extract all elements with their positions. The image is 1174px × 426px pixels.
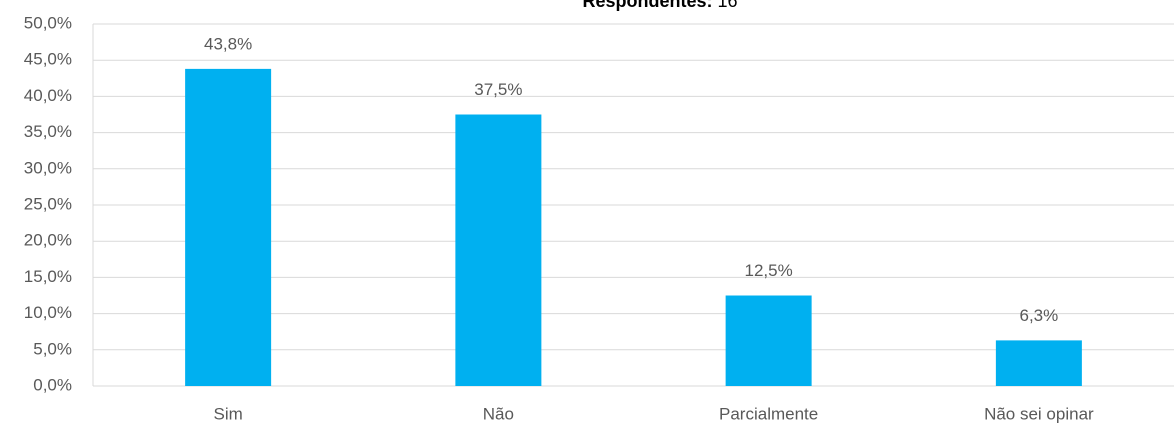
x-tick-label: Não xyxy=(483,404,514,423)
x-tick-label: Parcialmente xyxy=(719,404,818,423)
y-tick-label: 25,0% xyxy=(24,194,72,213)
data-label: 6,3% xyxy=(1020,306,1059,325)
respondents: 16 xyxy=(718,0,738,11)
y-tick-label: 15,0% xyxy=(24,267,72,286)
data-label: 43,8% xyxy=(204,34,252,53)
y-tick-label: 45,0% xyxy=(24,50,72,69)
y-tick-label: 20,0% xyxy=(24,231,72,250)
bar xyxy=(995,340,1082,386)
title-label: Respondentes: xyxy=(582,0,712,11)
bar xyxy=(185,68,272,386)
bar xyxy=(725,295,812,386)
x-tick-label: Não sei opinar xyxy=(984,404,1094,423)
y-tick-label: 35,0% xyxy=(24,122,72,141)
y-tick-label: 40,0% xyxy=(24,86,72,105)
data-label: 12,5% xyxy=(745,261,793,280)
y-tick-label: 10,0% xyxy=(24,303,72,322)
y-tick-label: 0,0% xyxy=(33,375,72,394)
y-tick-label: 5,0% xyxy=(33,339,72,358)
bar xyxy=(455,114,542,386)
x-tick-label: Sim xyxy=(213,404,242,423)
chart-title: Respondentes: 16 xyxy=(582,0,737,11)
data-label: 37,5% xyxy=(474,80,522,99)
y-tick-label: 50,0% xyxy=(24,13,72,32)
y-tick-label: 30,0% xyxy=(24,158,72,177)
